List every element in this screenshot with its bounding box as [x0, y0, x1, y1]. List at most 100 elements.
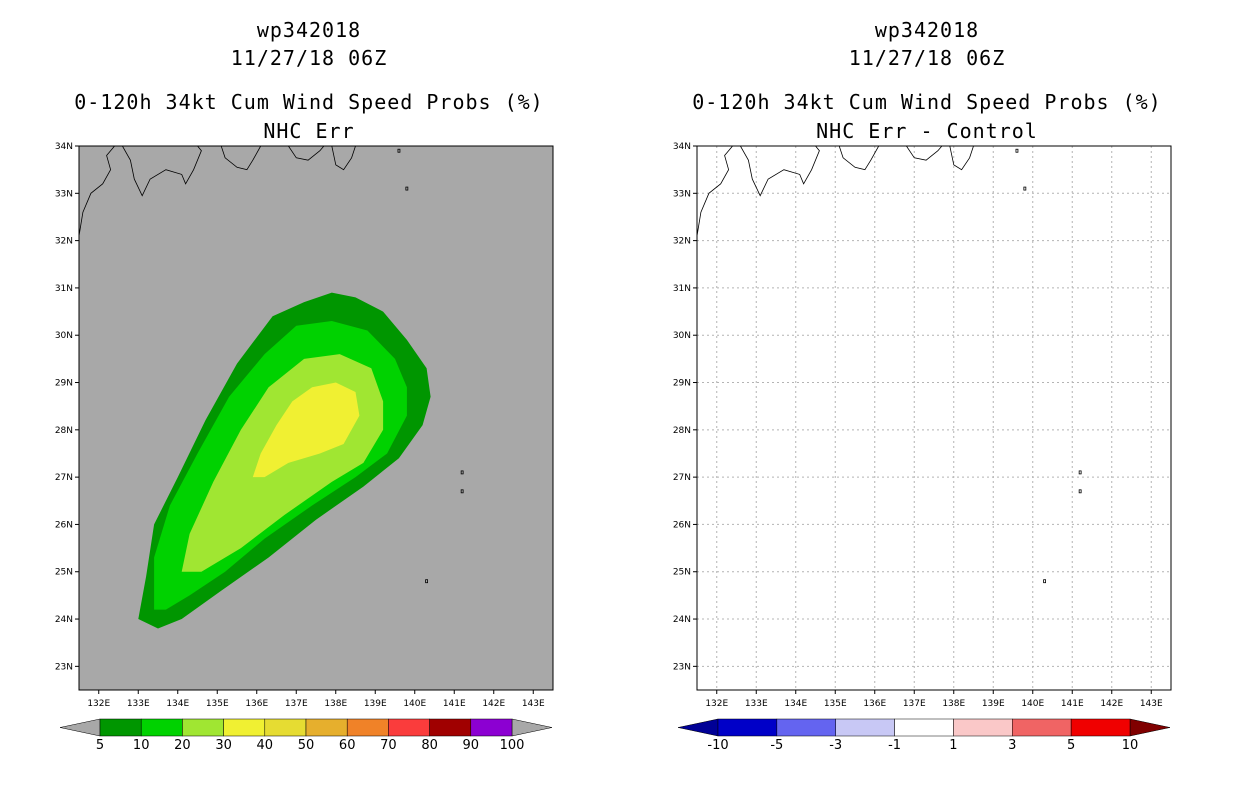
colorbar-label: -3	[829, 738, 842, 753]
coastline	[697, 146, 733, 236]
y-tick-label: 28N	[55, 426, 73, 436]
x-tick-label: 140E	[1021, 699, 1044, 709]
colorbar-arrow-right	[511, 718, 553, 737]
x-tick-label: 132E	[705, 699, 728, 709]
y-tick-label: 31N	[55, 284, 73, 294]
y-tick-label: 28N	[673, 426, 691, 436]
plot-background	[697, 146, 1171, 690]
x-tick-label: 137E	[285, 699, 308, 709]
chart-right: 132E 133E 134E 135E 136E 137E 138E 139E 140E 141E…	[673, 142, 1172, 753]
island	[1023, 186, 1027, 191]
x-tick-label: 143E	[522, 699, 545, 709]
colorbar-label: 1	[949, 738, 957, 753]
colorbar-swatch	[99, 718, 142, 737]
colorbar-swatch	[1012, 718, 1072, 737]
colorbar-swatch	[182, 718, 224, 737]
x-tick-label: 134E	[784, 699, 807, 709]
coastline	[79, 146, 115, 236]
colorbar-label: 90	[463, 738, 480, 753]
panel-nhc-err-control: wp342018 11/27/18 06Z 0-120h 34kt Cum Wi…	[618, 0, 1236, 800]
colorbar-swatch	[894, 718, 954, 737]
title-storm-id: wp342018	[256, 18, 362, 42]
x-tick-label: 136E	[245, 699, 268, 709]
colorbar-arrow-right	[1129, 718, 1171, 737]
colorbar-swatch	[835, 718, 895, 737]
contour-30	[252, 382, 360, 478]
colorbar-swatch	[429, 718, 472, 737]
title-product: 0-120h 34kt Cum Wind Speed Probs (%)	[74, 90, 544, 114]
y-tick-label: 23N	[55, 662, 73, 672]
colorbar-swatch	[953, 718, 1013, 737]
y-tick-label: 29N	[673, 379, 691, 389]
colorbar-label: 50	[298, 738, 315, 753]
title-date: 11/27/18 06Z	[848, 46, 1006, 70]
y-tick-label: 26N	[55, 520, 73, 530]
x-tick-label: 135E	[206, 699, 229, 709]
coastline	[331, 146, 356, 171]
island	[405, 186, 409, 191]
colorbar-label: 100	[500, 738, 525, 753]
panel-nhc-err: wp342018 11/27/18 06Z 0-120h 34kt Cum Wi…	[55, 18, 554, 753]
colorbar-arrow-left	[59, 718, 101, 737]
x-tick-label: 134E	[166, 699, 189, 709]
colorbar-label: 3	[1008, 738, 1016, 753]
x-tick-label: 140E	[403, 699, 426, 709]
colorbar-swatch	[1070, 718, 1131, 737]
island	[1078, 470, 1082, 475]
x-tick-label: 132E	[87, 699, 110, 709]
y-tick-label: 24N	[673, 615, 691, 625]
title-product: 0-120h 34kt Cum Wind Speed Probs (%)	[692, 90, 1162, 114]
y-tick-label: 24N	[55, 615, 73, 625]
coastline	[949, 146, 974, 171]
x-tick-label: 138E	[324, 699, 347, 709]
colorbar-label: -1	[888, 738, 901, 753]
colorbar-label: 5	[96, 738, 104, 753]
colorbar-swatch	[305, 718, 348, 737]
x-tick-label: 139E	[364, 699, 387, 709]
y-tick-label: 30N	[55, 331, 73, 341]
x-tick-label: 133E	[127, 699, 150, 709]
y-tick-label: 32N	[673, 237, 691, 247]
colorbar-swatch	[264, 718, 307, 737]
island	[1078, 489, 1082, 494]
colorbar-label: 5	[1067, 738, 1075, 753]
x-tick-label: 141E	[1061, 699, 1084, 709]
x-tick-label: 135E	[824, 699, 847, 709]
island	[1015, 148, 1019, 153]
colorbar-label: -5	[770, 738, 783, 753]
x-tick-label: 133E	[745, 699, 768, 709]
x-tick-label: 141E	[443, 699, 466, 709]
colorbar-label: 10	[1122, 738, 1139, 753]
coastline	[220, 146, 262, 171]
y-tick-label: 25N	[673, 568, 691, 578]
colorbar-swatch	[388, 718, 430, 737]
colorbar-label: 80	[421, 738, 438, 753]
y-tick-label: 33N	[55, 189, 73, 199]
colorbar-label: 70	[380, 738, 397, 753]
x-tick-label: 138E	[942, 699, 965, 709]
y-tick-label: 34N	[673, 142, 691, 152]
island	[1043, 579, 1047, 584]
y-tick-label: 27N	[55, 473, 73, 483]
y-tick-label: 26N	[673, 520, 691, 530]
colorbar-swatch	[470, 718, 513, 737]
colorbar-swatch	[717, 718, 778, 737]
x-tick-label: 143E	[1140, 699, 1163, 709]
x-tick-label: 136E	[863, 699, 886, 709]
y-tick-label: 25N	[55, 568, 73, 578]
colorbar-swatch	[140, 718, 183, 737]
coastline	[906, 146, 943, 161]
title-storm-id: wp342018	[874, 18, 980, 42]
island	[460, 489, 464, 494]
title-subtitle: NHC Err - Control	[816, 119, 1038, 143]
colorbar-label: 30	[215, 738, 232, 753]
island	[397, 148, 401, 153]
y-tick-label: 29N	[55, 379, 73, 389]
colorbar-label: -10	[707, 738, 728, 753]
island	[460, 470, 464, 475]
colorbar-label: 10	[133, 738, 150, 753]
y-tick-label: 33N	[673, 189, 691, 199]
plot-frame	[696, 145, 1172, 691]
y-tick-label: 32N	[55, 237, 73, 247]
y-tick-label: 27N	[673, 473, 691, 483]
